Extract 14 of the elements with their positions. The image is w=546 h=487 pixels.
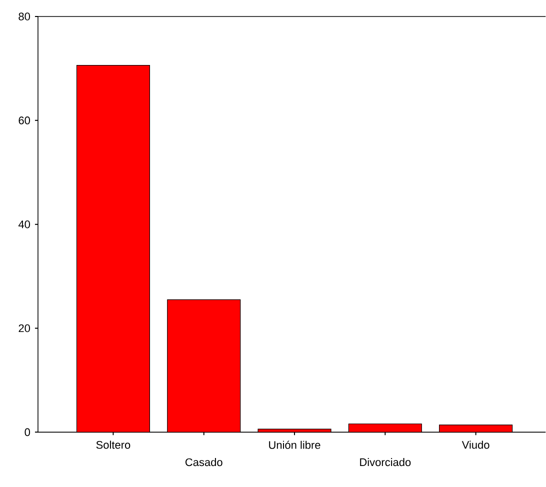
y-tick-label: 0: [24, 428, 30, 436]
x-tick-label: Casado: [185, 458, 222, 466]
x-tick-label: Divorciado: [360, 458, 411, 466]
y-tick-label: 60: [18, 116, 30, 124]
x-tick-label: Soltero: [96, 440, 130, 449]
y-tick-label: 20: [18, 324, 30, 332]
bar: [348, 424, 422, 432]
bar: [167, 300, 241, 432]
y-tick-label: 40: [18, 220, 30, 228]
bar: [439, 424, 513, 432]
y-tick-label: 80: [18, 12, 30, 21]
bar: [76, 65, 150, 432]
x-tick-label: Unión libre: [269, 440, 320, 450]
x-tick-label: Viudo: [462, 440, 490, 449]
